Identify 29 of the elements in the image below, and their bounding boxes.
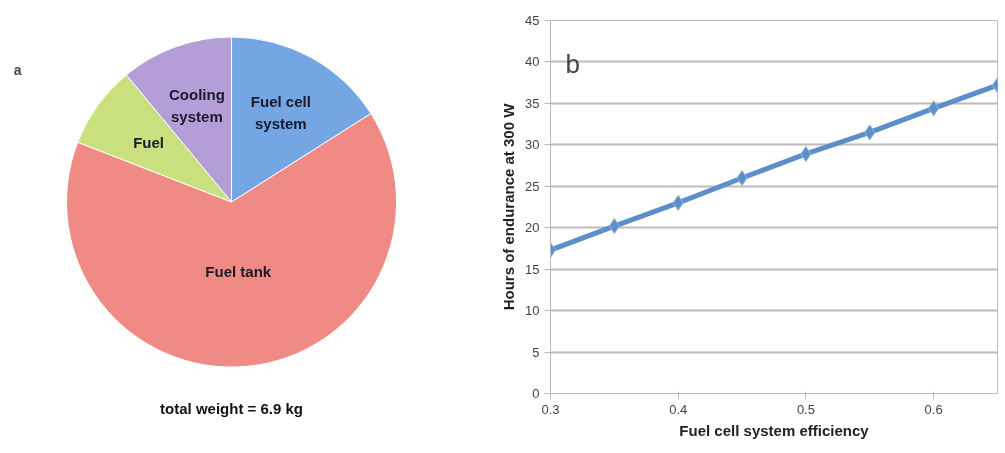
y-tick-label: 25 [525,178,540,194]
y-tick-label: 10 [525,303,540,319]
slice-label: Cooling system [168,86,225,126]
y-tick-label: 35 [525,95,540,111]
y-tick-label: 0 [532,386,540,401]
x-tick-label: 0.6 [924,401,943,417]
point [608,218,620,235]
y-tick-label: 30 [525,137,540,153]
point [864,124,876,141]
slice-label: Fuel cell system [250,92,311,132]
point [800,145,812,162]
x-tick-label: 0.4 [669,401,688,417]
text: a [13,62,22,79]
slice-label: Fuel [133,133,164,151]
point [672,194,684,211]
x-tick-label: 0.5 [796,401,815,417]
slice-label: Fuel tank [205,262,272,280]
x-tick-label: 0.3 [541,401,560,417]
text: total weight = 6.9 kg [160,399,304,417]
y-tick-label: 15 [525,261,540,277]
y-tick-label: 20 [525,220,540,236]
point [736,169,748,186]
y-tick-label: 5 [532,344,540,360]
y-tick-label: 40 [525,54,540,70]
point [928,100,940,117]
annotation: b [565,48,580,79]
y-axis-title: Hours of endurance at 300 W [500,102,518,311]
y-tick-label: 45 [525,13,540,28]
x-axis-title: Fuel cell system efficiency [679,421,870,439]
